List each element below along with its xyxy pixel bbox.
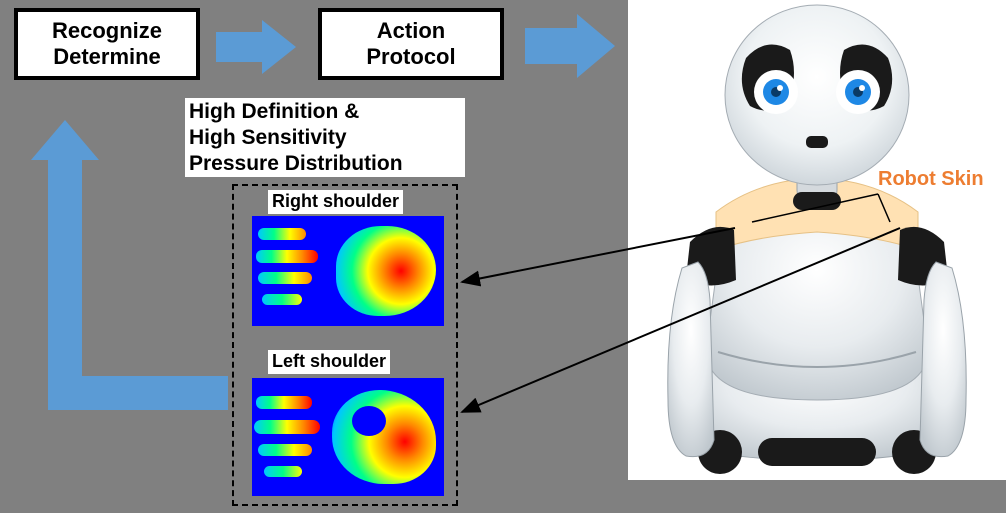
description-line2: High Sensitivity <box>185 124 465 151</box>
left-shoulder-heatmap <box>252 378 444 496</box>
action-line1: Action <box>377 18 445 43</box>
right-shoulder-heatmap <box>252 216 444 326</box>
right-shoulder-label: Right shoulder <box>268 190 403 214</box>
recognize-line2: Determine <box>53 44 161 69</box>
recognize-box: Recognize Determine <box>14 8 200 80</box>
heatmap-container: Right shoulder Left shoulder <box>232 184 458 506</box>
robot-panel: Robot Skin <box>628 0 1006 480</box>
left-shoulder-label: Left shoulder <box>268 350 390 374</box>
description-line3: Pressure Distribution <box>185 150 465 177</box>
robot-skin-label: Robot Skin <box>878 168 984 191</box>
action-line2: Protocol <box>366 44 455 69</box>
action-box: Action Protocol <box>318 8 504 80</box>
robot-illustration <box>628 0 1006 480</box>
description-line1: High Definition & <box>185 98 465 125</box>
recognize-line1: Recognize <box>52 18 162 43</box>
